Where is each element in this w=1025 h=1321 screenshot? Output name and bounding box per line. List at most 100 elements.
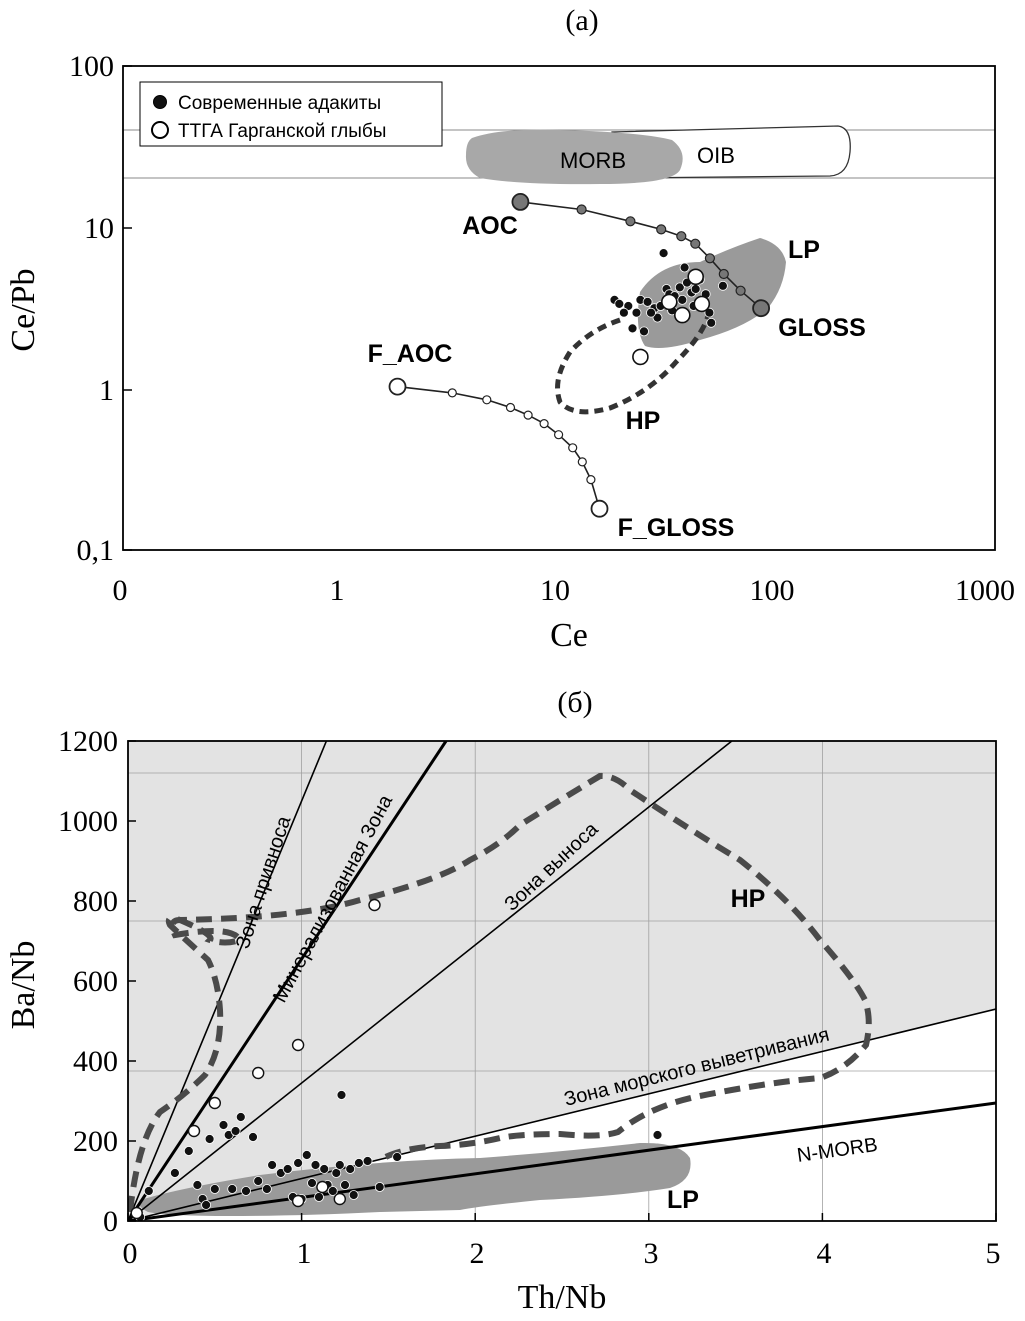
oib-label: OIB bbox=[697, 143, 735, 168]
shaded-zone bbox=[128, 741, 996, 1221]
mixing-step-point bbox=[539, 419, 549, 429]
adakite-point bbox=[340, 1180, 350, 1190]
ttga-point bbox=[187, 1124, 201, 1138]
adakite-point bbox=[183, 1146, 194, 1156]
adakite-point bbox=[227, 1184, 238, 1194]
adakite-point bbox=[248, 1132, 258, 1142]
x-tick-label: 3 bbox=[644, 1237, 659, 1270]
adakite-point bbox=[307, 1178, 317, 1188]
y-tick-label: 1200 bbox=[58, 725, 118, 758]
n-morb-label: N-MORB bbox=[796, 1134, 879, 1167]
panel-b-plot-area bbox=[128, 741, 996, 1221]
x-tick-label: 100 bbox=[750, 574, 795, 607]
adakite-point bbox=[241, 1186, 251, 1196]
y-tick-label: 200 bbox=[73, 1125, 118, 1158]
zone-line bbox=[128, 1101, 996, 1221]
x-tick-label: 5 bbox=[986, 1237, 1001, 1270]
x-tick-label: 1 bbox=[330, 574, 345, 607]
panel-b-label: (б) bbox=[557, 686, 592, 719]
aoc-label: AOC bbox=[462, 212, 518, 240]
adakite-point bbox=[374, 1182, 385, 1192]
adakite-point bbox=[261, 1184, 272, 1194]
adakite-point bbox=[230, 1126, 241, 1136]
mixing-step-point bbox=[586, 475, 596, 485]
adakite-point bbox=[646, 307, 656, 318]
mixing-curves bbox=[388, 192, 770, 518]
adakite-point bbox=[192, 1180, 203, 1190]
mixing-step-point bbox=[523, 410, 533, 420]
y-tick-label: 10 bbox=[84, 212, 114, 245]
adakite-point bbox=[310, 1160, 321, 1170]
panel-a-label: (а) bbox=[565, 4, 598, 37]
ttga-point bbox=[333, 1192, 346, 1206]
x-tick-label: 4 bbox=[817, 1237, 832, 1270]
mixing-step-point bbox=[577, 457, 587, 467]
ttga-point bbox=[632, 348, 649, 366]
mixing-endmember-point bbox=[590, 499, 609, 518]
x-axis-label: Th/Nb bbox=[518, 1279, 607, 1316]
mixing-step-point bbox=[625, 216, 636, 227]
zone-line bbox=[128, 741, 448, 1221]
mixing-step-point bbox=[735, 285, 746, 296]
lp-region-b bbox=[139, 1142, 691, 1216]
ttga-point bbox=[130, 1206, 143, 1220]
mixing-step-point bbox=[447, 388, 457, 398]
hp-region-b bbox=[128, 772, 872, 1213]
adakite-point bbox=[690, 284, 701, 294]
lp-label-b: LP bbox=[667, 1186, 699, 1214]
y-axis-label: Ce/Pb bbox=[5, 268, 42, 351]
mixing-endmember-point bbox=[511, 192, 530, 211]
adakite-point bbox=[619, 307, 629, 318]
adakite-point bbox=[704, 307, 715, 318]
adakite-point bbox=[627, 323, 638, 334]
f-aoc-label: F_AOC bbox=[368, 340, 453, 368]
zone-line bbox=[128, 1008, 996, 1221]
zone-line bbox=[128, 741, 328, 1221]
adakite-point bbox=[623, 301, 634, 311]
mixing-step-point bbox=[704, 253, 716, 264]
adakite-point bbox=[679, 262, 690, 273]
adakite-point bbox=[614, 298, 625, 309]
adakite-point bbox=[631, 307, 642, 318]
adakite-point bbox=[319, 1164, 330, 1174]
adakite-point bbox=[301, 1150, 312, 1160]
legend: Современные адакиты ТТГА Гарганской глыб… bbox=[139, 81, 443, 147]
adakite-point bbox=[204, 1134, 215, 1144]
zone-line bbox=[128, 741, 733, 1221]
panel-b-grid bbox=[128, 741, 996, 1221]
adakite-point bbox=[652, 312, 663, 323]
panel-b: (б) 1200 1000 800 600 400 200 0 0 1 bbox=[5, 686, 1001, 1316]
panel-a-points bbox=[609, 248, 728, 366]
adakite-point bbox=[334, 1160, 345, 1170]
ttga-point bbox=[252, 1066, 265, 1080]
mixing-step-point bbox=[482, 395, 492, 405]
ttga-point bbox=[291, 1194, 305, 1208]
ttga-point bbox=[291, 1038, 305, 1052]
ttga-point bbox=[660, 293, 678, 311]
x-tick-label: 2 bbox=[470, 1237, 485, 1270]
mixing-step-point bbox=[553, 430, 564, 440]
x-tick-label: 0 bbox=[123, 1237, 138, 1270]
f-gloss-label: F_GLOSS bbox=[618, 514, 735, 542]
lp-label-a: LP bbox=[788, 236, 820, 264]
x-tick-label: 1000 bbox=[955, 574, 1015, 607]
mixing-step-point bbox=[718, 268, 729, 280]
morb-label: MORB bbox=[560, 148, 626, 173]
adakite-point bbox=[331, 1168, 342, 1178]
y-tick-label: 0 bbox=[103, 1205, 118, 1238]
adakite-point bbox=[235, 1112, 246, 1122]
hp-label-a: HP bbox=[626, 407, 661, 435]
adakite-point bbox=[639, 326, 649, 337]
adakite-point bbox=[652, 1130, 663, 1140]
mixing-step-point bbox=[676, 231, 687, 242]
adakite-point bbox=[658, 248, 669, 259]
mixing-endmember-point bbox=[752, 299, 770, 318]
adakite-point bbox=[143, 1186, 154, 1196]
adakite-point bbox=[267, 1160, 278, 1170]
panel-b-ticks bbox=[127, 740, 997, 1222]
y-tick-label: 600 bbox=[73, 965, 118, 998]
ttga-point bbox=[693, 295, 711, 313]
hp-label-b: HP bbox=[731, 885, 766, 913]
x-tick-label: 0 bbox=[113, 574, 128, 607]
y-tick-label: 100 bbox=[69, 50, 114, 83]
